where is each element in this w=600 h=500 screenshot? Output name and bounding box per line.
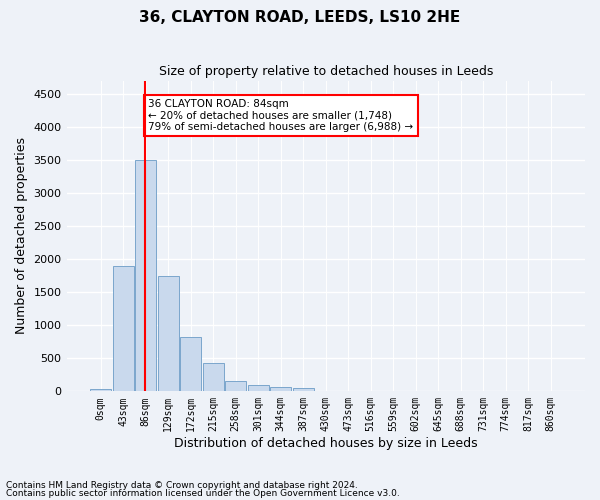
Bar <box>180 337 202 392</box>
Text: Contains public sector information licensed under the Open Government Licence v3: Contains public sector information licen… <box>6 489 400 498</box>
Bar <box>248 385 269 392</box>
Bar <box>225 381 247 392</box>
Bar <box>270 386 292 392</box>
Y-axis label: Number of detached properties: Number of detached properties <box>15 138 28 334</box>
Text: Contains HM Land Registry data © Crown copyright and database right 2024.: Contains HM Land Registry data © Crown c… <box>6 480 358 490</box>
Bar <box>113 266 134 392</box>
X-axis label: Distribution of detached houses by size in Leeds: Distribution of detached houses by size … <box>174 437 478 450</box>
Bar <box>203 363 224 392</box>
Text: 36, CLAYTON ROAD, LEEDS, LS10 2HE: 36, CLAYTON ROAD, LEEDS, LS10 2HE <box>139 10 461 25</box>
Bar <box>158 276 179 392</box>
Text: 36 CLAYTON ROAD: 84sqm
← 20% of detached houses are smaller (1,748)
79% of semi-: 36 CLAYTON ROAD: 84sqm ← 20% of detached… <box>148 99 413 132</box>
Bar <box>293 388 314 392</box>
Bar <box>135 160 157 392</box>
Bar <box>90 390 112 392</box>
Title: Size of property relative to detached houses in Leeds: Size of property relative to detached ho… <box>158 65 493 78</box>
